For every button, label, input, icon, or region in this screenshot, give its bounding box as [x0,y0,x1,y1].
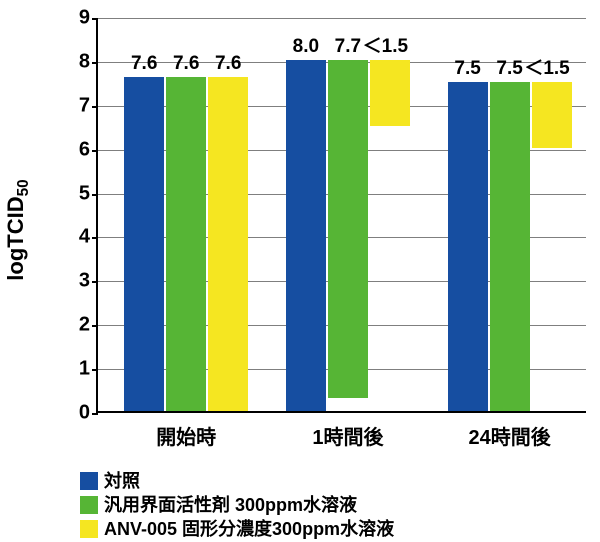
bar-value-label: 7.6 [215,53,241,77]
y-tick-mark [92,413,98,415]
y-tick-mark [92,237,98,239]
bar: 7.5 [448,82,488,411]
bar: 7.7 [328,60,368,398]
legend-label: 対照 [104,470,140,492]
bar-group: 8.07.7＜1.5 [286,60,410,411]
bar: ＜1.5 [370,60,410,126]
gridline [98,18,586,19]
legend-swatch [80,520,98,538]
plot-area: 01234567897.67.67.6開始時8.07.7＜1.51時間後7.57… [96,18,586,413]
bar-value-label: 7.5 [454,58,480,82]
bar-value-label: 8.0 [293,36,319,60]
legend-item: ANV-005 固形分濃度300ppm水溶液 [80,518,394,540]
bar: 7.6 [166,77,206,411]
chart-container: logTCID50 01234567897.67.67.6開始時8.07.7＜1… [28,10,588,450]
x-tick-label: 1時間後 [312,411,383,450]
y-tick-mark [92,325,98,327]
y-tick-mark [92,62,98,64]
y-tick-mark [92,106,98,108]
bar: 7.6 [208,77,248,411]
y-tick-mark [92,281,98,283]
bar: ＜1.5 [532,82,572,148]
legend-item: 対照 [80,470,394,492]
bar-value-label: ＜1.5 [363,31,408,60]
bar-value-label: ＜1.5 [524,53,569,82]
legend: 対照汎用界面活性剤 300ppm水溶液ANV-005 固形分濃度300ppm水溶… [80,470,394,542]
bar-value-label: 7.6 [173,53,199,77]
bar-value-label: 7.7 [335,36,361,60]
x-tick-label: 24時間後 [468,411,550,450]
legend-item: 汎用界面活性剤 300ppm水溶液 [80,494,394,516]
legend-swatch [80,496,98,514]
bar: 8.0 [286,60,326,411]
y-axis-title: logTCID50 [3,179,33,280]
bar: 7.6 [124,77,164,411]
y-tick-mark [92,369,98,371]
bar-value-label: 7.6 [131,53,157,77]
bar-value-label: 7.5 [496,58,522,82]
legend-label: ANV-005 固形分濃度300ppm水溶液 [104,518,394,540]
y-tick-mark [92,18,98,20]
bar-group: 7.57.5＜1.5 [448,82,572,411]
legend-label: 汎用界面活性剤 300ppm水溶液 [104,494,357,516]
bar: 7.5 [490,82,530,411]
legend-swatch [80,472,98,490]
x-tick-label: 開始時 [156,411,216,450]
bar-group: 7.67.67.6 [124,77,248,411]
y-tick-mark [92,194,98,196]
y-tick-mark [92,150,98,152]
